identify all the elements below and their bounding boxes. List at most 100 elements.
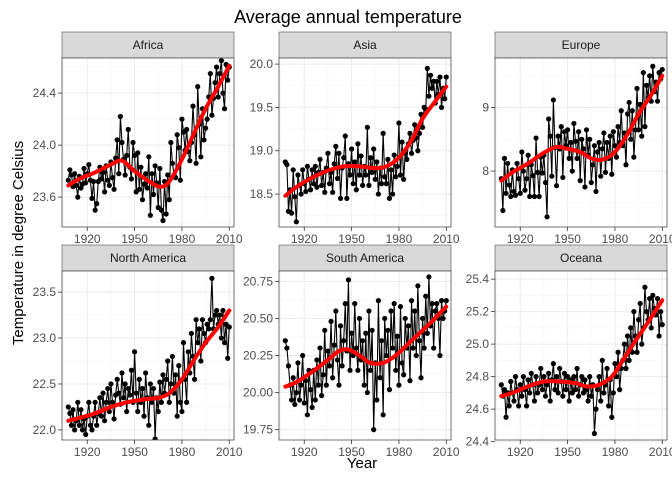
data-point: [116, 390, 122, 396]
panels-group: Africa 23.6 24.0 24.4 1920 1950 1980 2010 Asia 18…: [33, 31, 672, 459]
data-point: [111, 416, 117, 422]
data-point: [647, 73, 653, 79]
data-point: [184, 126, 190, 133]
x-tick-label: 2010: [433, 445, 460, 459]
data-point: [193, 160, 199, 166]
data-point: [371, 146, 377, 152]
plot-area: [495, 58, 667, 227]
data-point: [87, 422, 93, 428]
data-point: [160, 217, 166, 224]
data-point: [572, 387, 579, 393]
x-tick-label: 1920: [507, 445, 534, 459]
data-point: [606, 403, 612, 409]
x-tick-label: 1980: [386, 445, 413, 459]
data-point: [166, 197, 172, 203]
data-point: [128, 176, 135, 182]
data-point: [352, 301, 358, 307]
data-point: [307, 187, 314, 193]
data-point: [158, 207, 165, 213]
data-point: [394, 333, 400, 339]
data-point: [323, 382, 329, 388]
data-point: [209, 112, 215, 118]
data-point: [65, 177, 71, 183]
data-point: [367, 155, 374, 161]
data-point: [408, 150, 415, 156]
data-point: [640, 70, 646, 76]
data-point: [636, 127, 642, 133]
data-point: [326, 181, 333, 187]
data-point: [187, 158, 193, 164]
data-point: [391, 152, 397, 158]
data-point: [375, 191, 382, 197]
data-point: [109, 399, 116, 405]
data-point: [506, 403, 512, 409]
data-point: [654, 296, 661, 302]
data-point: [576, 393, 582, 399]
data-point: [438, 104, 445, 110]
data-point: [102, 189, 108, 195]
data-point: [168, 139, 174, 146]
data-point: [434, 301, 440, 307]
data-point: [139, 197, 146, 203]
data-point: [139, 385, 146, 392]
data-point: [195, 84, 201, 90]
data-point: [418, 375, 424, 381]
data-point: [160, 372, 166, 378]
data-point: [320, 372, 326, 378]
y-tick-label: 20.75: [243, 274, 273, 288]
panel-africa: Africa 23.6 24.0 24.4 1920 1950 1980 2010: [33, 31, 243, 246]
data-point: [623, 162, 629, 168]
data-point: [135, 150, 141, 156]
data-point: [225, 355, 231, 361]
data-point: [442, 96, 448, 102]
data-point: [212, 312, 218, 318]
data-point: [420, 124, 426, 130]
data-point: [503, 414, 509, 420]
data-point: [566, 398, 572, 404]
data-point: [643, 82, 650, 88]
data-point: [79, 427, 86, 433]
data-point: [377, 375, 383, 381]
data-point: [580, 390, 586, 396]
data-point: [610, 129, 616, 135]
data-point: [391, 301, 397, 307]
data-point: [659, 322, 665, 328]
data-point: [146, 422, 152, 428]
data-point: [345, 277, 352, 283]
data-point: [185, 349, 191, 355]
data-point: [582, 377, 588, 383]
data-point: [598, 173, 604, 179]
data-point: [295, 360, 301, 366]
data-point: [539, 170, 545, 176]
data-point: [609, 171, 615, 177]
data-point: [124, 408, 130, 415]
data-point: [331, 161, 337, 167]
data-point: [587, 136, 593, 142]
data-point: [397, 303, 404, 310]
data-point: [443, 74, 449, 80]
data-point: [86, 399, 92, 405]
facet-label: North America: [110, 251, 186, 265]
data-point: [336, 150, 342, 156]
data-point: [174, 132, 180, 138]
data-point: [300, 352, 306, 359]
data-point: [360, 182, 366, 188]
data-point: [596, 139, 602, 146]
data-point: [303, 188, 309, 195]
data-point: [128, 367, 135, 373]
x-tick-label: 1920: [74, 232, 101, 246]
data-point: [89, 195, 95, 201]
y-axis-title: Temperature in degree Celsius: [10, 141, 27, 345]
data-point: [330, 375, 336, 381]
data-point: [591, 143, 598, 149]
data-point: [390, 345, 396, 351]
data-point: [355, 141, 361, 147]
data-point: [607, 133, 613, 139]
data-point: [225, 77, 231, 83]
data-point: [523, 176, 530, 182]
data-point: [378, 181, 385, 187]
data-point: [577, 178, 583, 184]
data-point: [190, 103, 196, 109]
data-point: [601, 390, 607, 396]
